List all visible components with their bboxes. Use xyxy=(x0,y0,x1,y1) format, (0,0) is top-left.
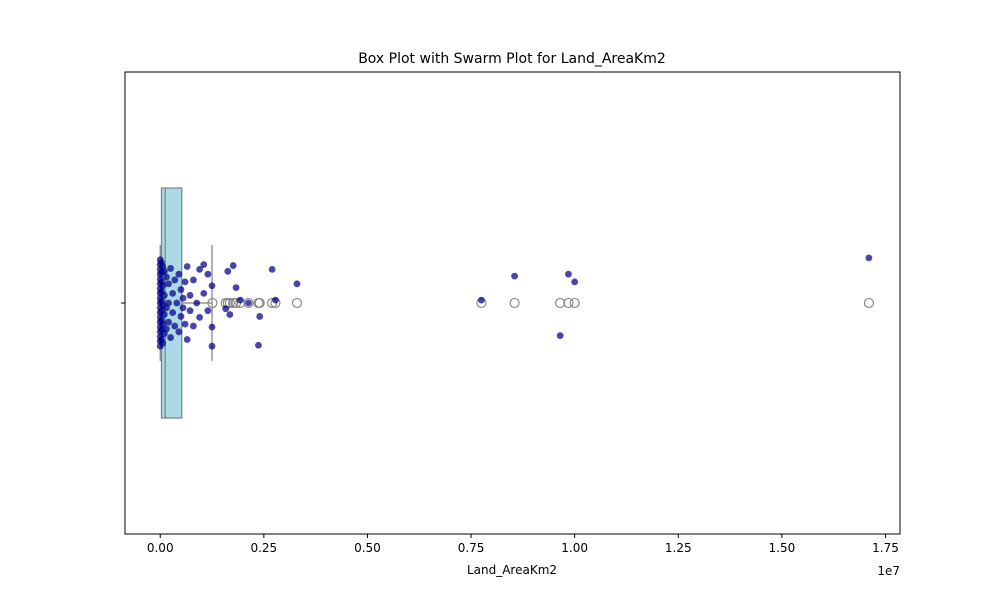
swarm-point xyxy=(255,341,262,349)
x-tick-label: 0.00 xyxy=(147,541,174,555)
outlier-point xyxy=(291,297,303,309)
swarm-point xyxy=(229,262,237,269)
x-tick-label: 1.25 xyxy=(665,541,692,555)
swarm-point xyxy=(189,276,197,284)
swarm-point xyxy=(183,336,191,343)
swarm-point xyxy=(189,322,197,330)
swarm-point xyxy=(196,314,203,321)
swarm-point xyxy=(478,296,485,304)
swarm-point xyxy=(167,334,174,341)
swarm-point xyxy=(165,299,172,307)
chart-title: Box Plot with Swarm Plot for Land_AreaKm… xyxy=(358,51,666,67)
swarm-point xyxy=(186,291,194,299)
swarm-point xyxy=(186,307,194,315)
swarm-point xyxy=(208,342,216,350)
swarm-point xyxy=(556,332,564,340)
swarm-point xyxy=(245,299,252,307)
outlier-point xyxy=(254,297,265,309)
swarm-point xyxy=(236,296,244,304)
swarm-point xyxy=(565,270,572,278)
swarm-point xyxy=(175,270,183,278)
swarm-point xyxy=(165,280,172,288)
x-tick-label: 1.00 xyxy=(561,541,588,555)
x-tick-label: 0.25 xyxy=(250,541,277,555)
swarm-point xyxy=(232,284,240,292)
swarm-point xyxy=(268,266,276,273)
outlier-point xyxy=(207,297,218,309)
x-axis-offset-label: 1e7 xyxy=(877,564,900,578)
swarm-point xyxy=(208,323,216,331)
outlier-point xyxy=(243,297,254,309)
swarm-point xyxy=(183,263,191,270)
x-tick-label: 1.50 xyxy=(769,541,796,555)
swarm-point xyxy=(196,266,203,273)
swarm-point xyxy=(200,290,208,297)
swarm-point xyxy=(293,280,301,288)
x-tick-label: 1.75 xyxy=(872,541,899,555)
x-tick-label: 0.50 xyxy=(354,541,381,555)
swarm-point xyxy=(193,299,201,307)
swarm-point xyxy=(169,309,177,316)
swarm-point xyxy=(222,305,230,313)
swarm-point xyxy=(160,267,168,275)
swarm-point xyxy=(171,322,179,330)
swarm-point xyxy=(163,325,170,333)
x-tick-label: 0.75 xyxy=(458,541,485,555)
swarm-point xyxy=(181,320,189,328)
swarm-point xyxy=(224,267,232,275)
outlier-point xyxy=(228,297,239,309)
swarm-point xyxy=(173,299,181,307)
outlier-point xyxy=(569,297,580,309)
swarm-point xyxy=(179,304,187,312)
swarm-point xyxy=(165,318,172,326)
swarm-point xyxy=(167,265,174,272)
outlier-point xyxy=(555,297,566,309)
swarm-point xyxy=(200,261,208,268)
x-axis: 0.00 0.25 0.50 0.75 1.00 1.25 1.50 1.75 xyxy=(147,534,899,555)
swarm-point xyxy=(179,294,187,302)
swarm-point xyxy=(171,276,179,284)
swarm-point xyxy=(571,278,579,286)
swarm-point xyxy=(511,272,518,280)
outlier-point xyxy=(863,297,874,309)
swarm-point xyxy=(204,307,212,315)
swarm-point xyxy=(160,291,168,299)
swarm-point xyxy=(181,278,189,286)
swarm-point xyxy=(272,296,279,304)
swarm-point xyxy=(256,313,264,320)
x-axis-label: Land_AreaKm2 xyxy=(467,563,557,577)
swarm-point xyxy=(163,273,170,281)
swarm-point xyxy=(208,282,216,290)
swarm-point xyxy=(204,270,212,278)
swarm-point xyxy=(226,311,234,318)
swarm-point xyxy=(177,286,185,293)
swarm-point xyxy=(169,290,177,297)
swarm-layer xyxy=(156,254,873,350)
swarm-point xyxy=(865,254,873,262)
swarm-point xyxy=(160,311,168,318)
outlier-point xyxy=(509,297,520,309)
swarm-point xyxy=(159,339,167,347)
swarm-point xyxy=(177,313,185,320)
swarm-point xyxy=(175,328,183,336)
swarm-point xyxy=(159,282,167,290)
outlier-point xyxy=(563,297,574,309)
swarm-point xyxy=(159,320,167,328)
outlier-point xyxy=(224,297,235,309)
